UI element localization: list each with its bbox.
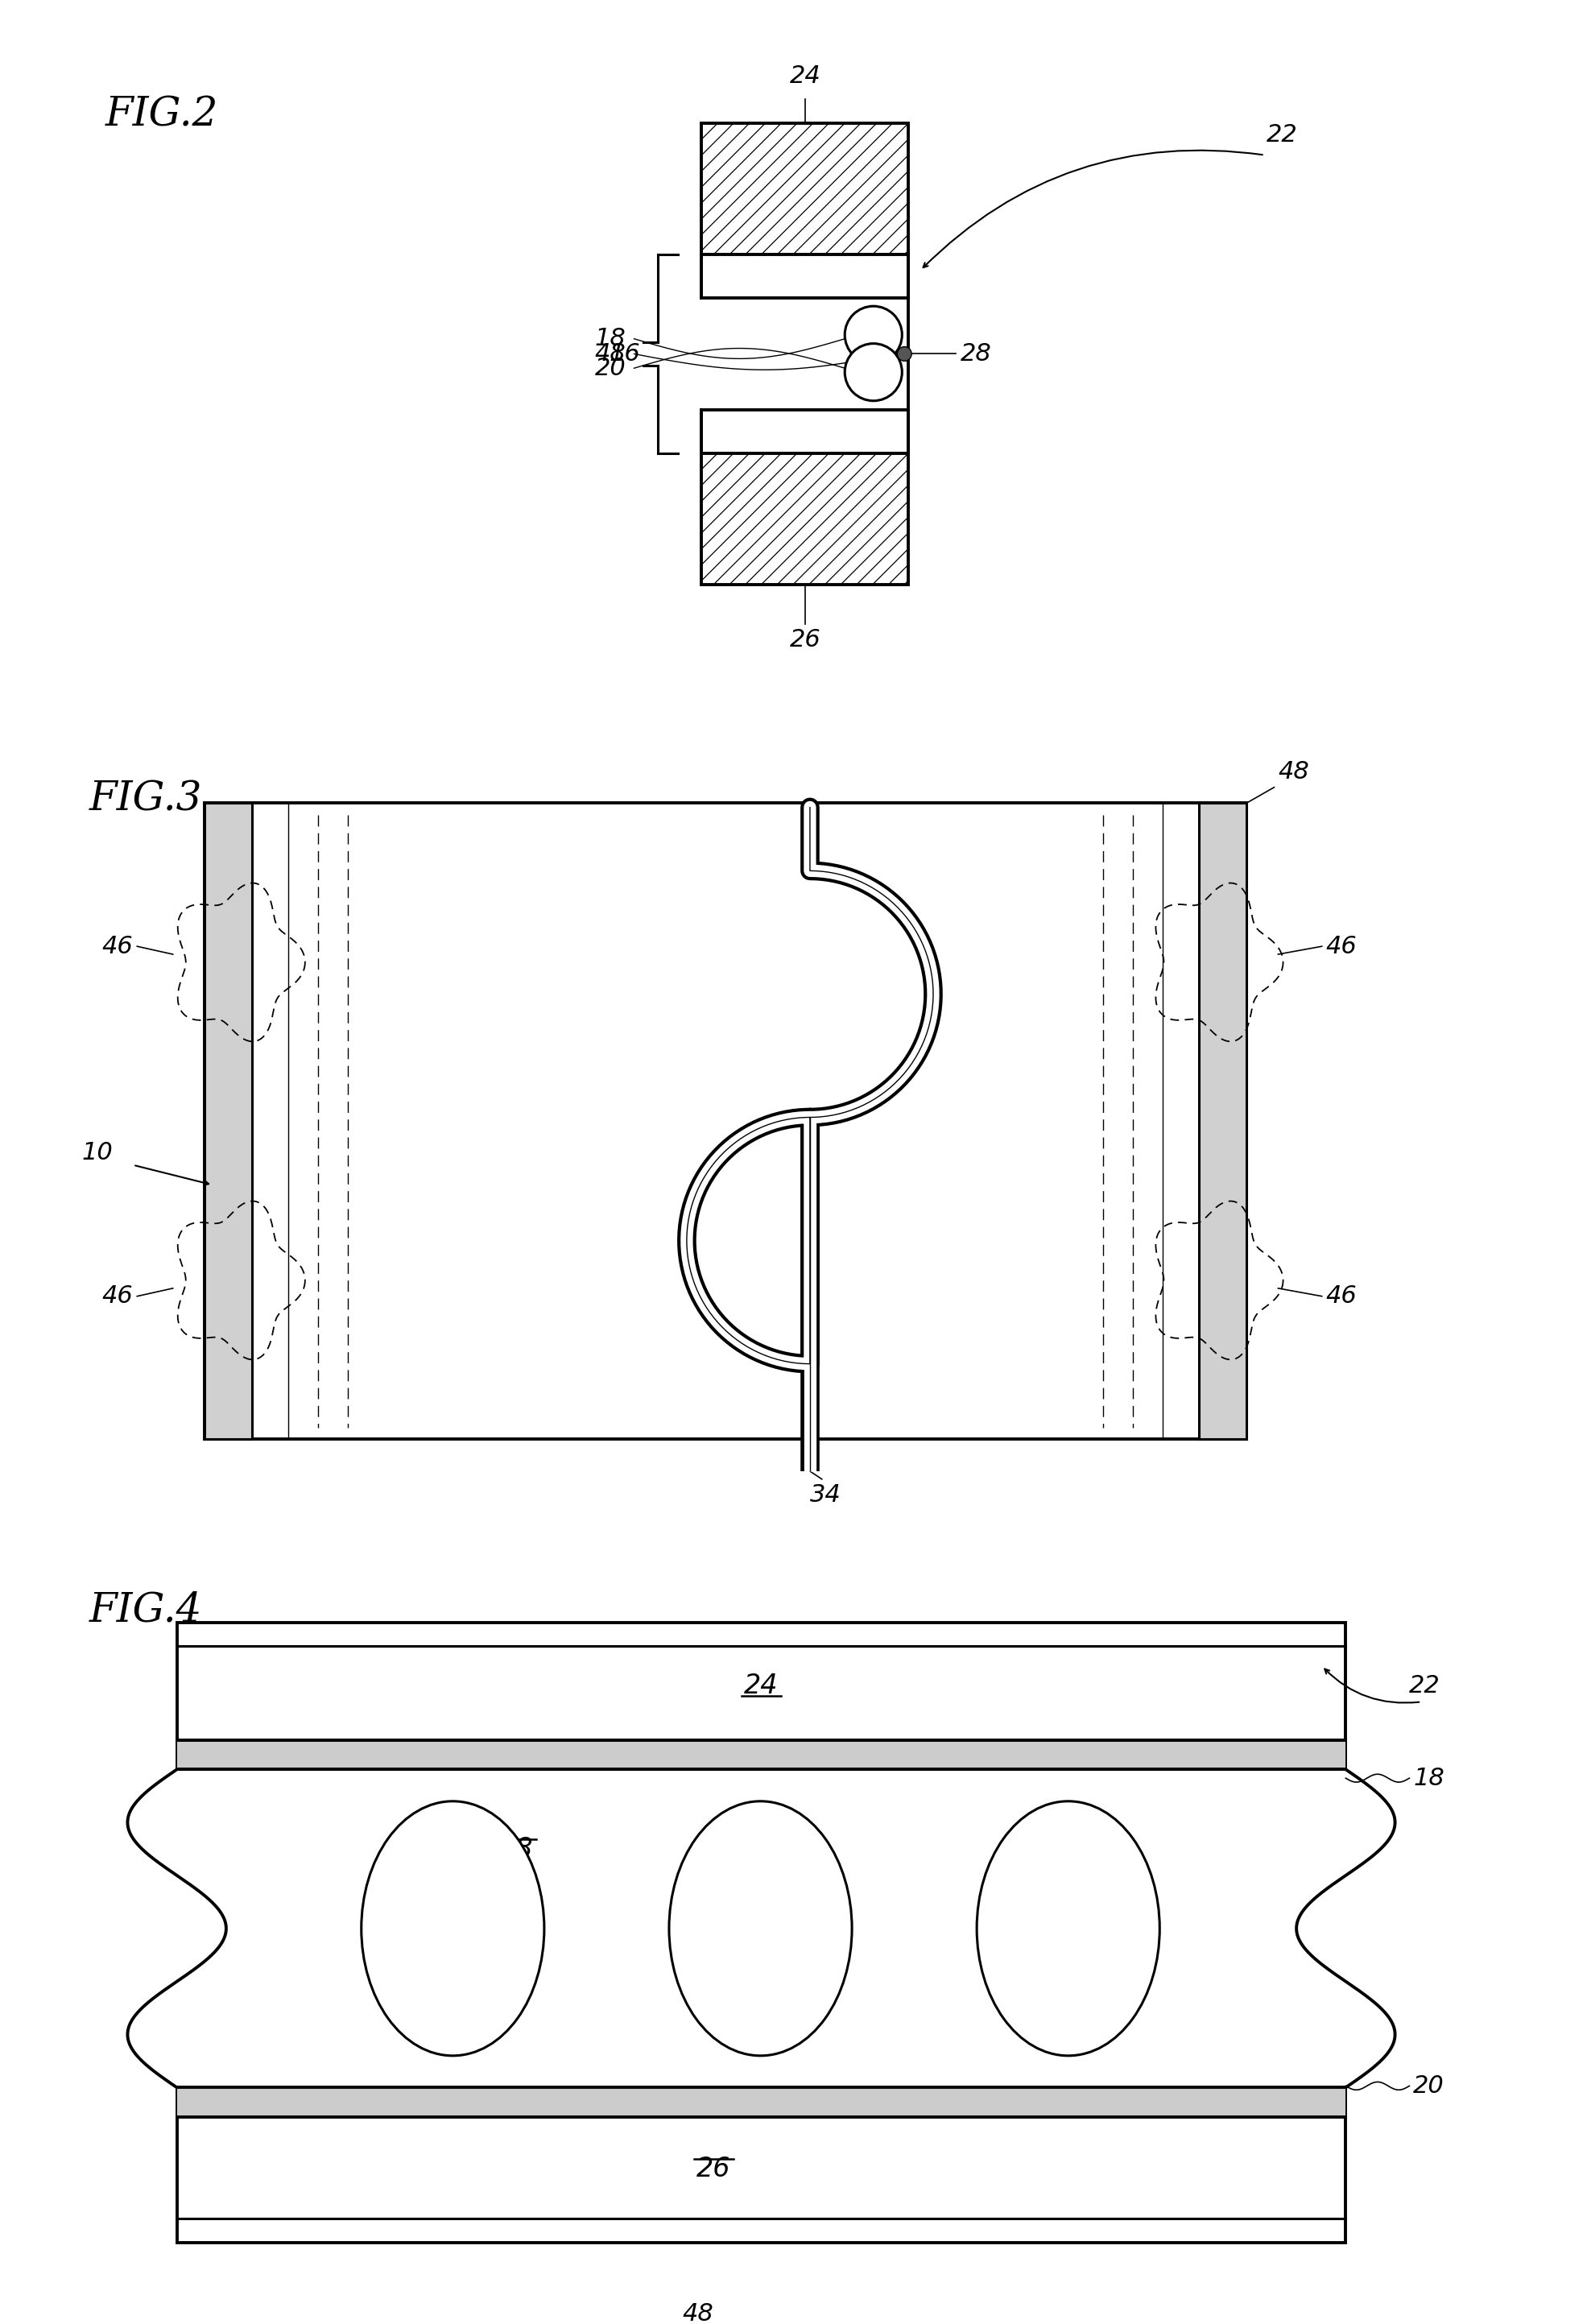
Polygon shape	[205, 804, 1246, 1439]
Ellipse shape	[976, 1801, 1160, 2057]
Polygon shape	[176, 1741, 1346, 1769]
Text: 46: 46	[102, 1285, 133, 1308]
Text: 26: 26	[789, 627, 820, 651]
Text: 16: 16	[609, 342, 641, 365]
Ellipse shape	[362, 1801, 544, 2057]
Text: 22: 22	[1266, 123, 1298, 146]
Text: 26: 26	[697, 2154, 730, 2182]
Polygon shape	[701, 123, 908, 253]
Polygon shape	[701, 453, 908, 586]
Text: 22: 22	[1409, 1673, 1441, 1697]
Text: FIG.2: FIG.2	[105, 95, 219, 135]
Polygon shape	[176, 2087, 1346, 2117]
Circle shape	[844, 344, 901, 400]
Polygon shape	[701, 409, 908, 453]
Polygon shape	[205, 804, 252, 1439]
Text: 46: 46	[102, 934, 133, 957]
Circle shape	[844, 307, 901, 363]
Ellipse shape	[670, 1801, 852, 2057]
Polygon shape	[127, 1769, 1395, 2087]
Text: 18: 18	[595, 328, 627, 351]
Text: FIG.4: FIG.4	[89, 1590, 203, 1631]
Text: 18: 18	[1414, 1766, 1444, 1789]
Text: 28: 28	[500, 1836, 533, 1862]
Text: 48: 48	[1278, 760, 1309, 783]
Polygon shape	[1198, 804, 1246, 1439]
Text: 20: 20	[1414, 2075, 1444, 2099]
Text: 20: 20	[595, 356, 627, 379]
Text: 46: 46	[1325, 934, 1357, 957]
Polygon shape	[701, 253, 908, 297]
Text: 34: 34	[811, 1483, 841, 1506]
Text: 10: 10	[83, 1141, 113, 1164]
Text: 48: 48	[595, 342, 627, 365]
Polygon shape	[176, 1622, 1346, 1769]
Text: 28: 28	[960, 342, 992, 365]
Text: FIG.3: FIG.3	[89, 779, 203, 818]
Polygon shape	[176, 2087, 1346, 2243]
Text: 46: 46	[1325, 1285, 1357, 1308]
Text: 48: 48	[682, 2303, 713, 2324]
Text: 24: 24	[789, 65, 820, 88]
Circle shape	[897, 346, 911, 360]
Text: 24: 24	[744, 1673, 778, 1699]
